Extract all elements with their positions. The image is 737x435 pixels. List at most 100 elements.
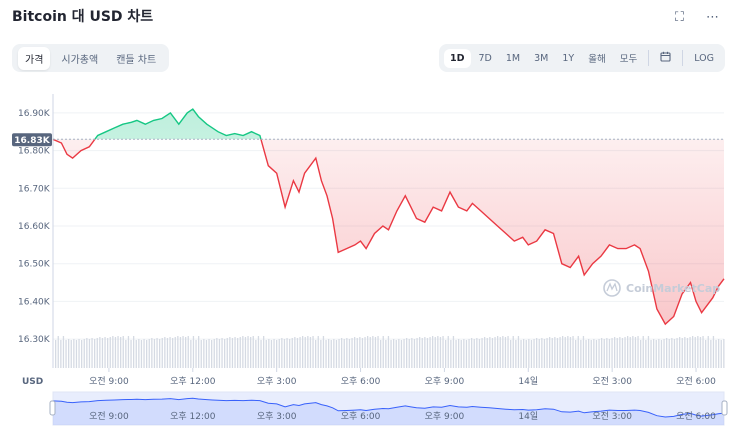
volume-bar <box>562 336 564 368</box>
volume-bar <box>530 340 533 368</box>
volume-bar <box>273 339 275 368</box>
tab-market-cap[interactable]: 시가총액 <box>61 54 99 66</box>
range-ytd[interactable]: 올해 <box>588 54 606 65</box>
volume-bar <box>75 340 78 368</box>
more-icon[interactable]: ⋯ <box>706 10 719 25</box>
volume-bar <box>156 338 158 368</box>
volume-bar <box>554 337 556 368</box>
volume-bar <box>88 339 91 368</box>
volume-bar <box>551 338 553 368</box>
volume-bar <box>211 340 213 368</box>
range-3m[interactable]: 3M <box>534 52 549 64</box>
volume-bar <box>606 338 608 368</box>
volume-bar <box>343 339 345 368</box>
volume-bar <box>151 338 153 368</box>
volume-bar <box>361 338 364 368</box>
volume-bar <box>515 340 517 368</box>
volume-bar <box>187 336 189 368</box>
volume-bar <box>481 338 483 368</box>
volume-bar <box>489 337 491 368</box>
volume-bar <box>406 338 408 368</box>
volume-bar <box>117 336 119 368</box>
volume-bar <box>463 339 465 368</box>
y-tick-label: 16.40K <box>18 297 51 307</box>
volume-bar <box>507 336 509 368</box>
volume-bar <box>647 336 650 368</box>
navigator-tick-label: 오후 6:00 <box>341 411 381 422</box>
x-tick-label: 오후 9:00 <box>425 376 465 387</box>
volume-bar <box>364 337 366 368</box>
volume-bar <box>421 338 423 368</box>
range-1d[interactable]: 1D <box>444 48 471 68</box>
volume-bar <box>718 339 720 368</box>
volume-bar <box>247 336 249 368</box>
navigator-line <box>52 397 725 418</box>
volume-bar <box>86 338 88 368</box>
calendar-icon[interactable] <box>654 47 677 69</box>
range-7d[interactable]: 7D <box>478 52 492 64</box>
top-toolbar: ⛶ ⋯ <box>675 10 719 25</box>
volume-bar <box>528 339 530 368</box>
volume-bar <box>616 338 618 368</box>
volume-bar <box>127 336 130 368</box>
volume-bar <box>387 336 390 368</box>
log-toggle[interactable]: LOG <box>694 52 714 64</box>
volume-bar <box>707 336 709 368</box>
volume-bar <box>96 338 98 368</box>
volume-bar <box>68 339 70 368</box>
volume-bar <box>143 339 145 368</box>
volume-bar <box>351 338 353 368</box>
volume-bar <box>447 336 449 368</box>
range-1y[interactable]: 1Y <box>562 52 575 64</box>
volume-bar <box>372 336 374 368</box>
x-tick-label: 14일 <box>518 376 538 387</box>
divider <box>682 50 684 66</box>
volume-bar <box>520 340 522 368</box>
tab-price[interactable]: 가격 <box>18 46 51 70</box>
volume-bar <box>619 337 621 368</box>
volume-bar <box>114 337 117 368</box>
volume-bar <box>705 340 707 368</box>
volume-bar <box>369 337 371 368</box>
volume-bar <box>624 337 626 368</box>
volume-bar <box>200 340 202 368</box>
volume-bar <box>356 338 358 368</box>
volume-bar <box>354 337 356 368</box>
volume-bar <box>380 340 382 368</box>
range-navigator: 오전 9:00 오후 12:00 오후 3:00 오후 6:00 오후 9:00 14일 오… <box>49 391 728 426</box>
volume-bar <box>673 339 676 368</box>
volume-bar <box>660 340 663 368</box>
volume-bar <box>73 339 75 368</box>
volume-bar <box>593 339 595 368</box>
x-tick-label: 오전 9:00 <box>89 376 129 387</box>
volume-bar <box>629 337 631 368</box>
volume-bar <box>504 337 507 368</box>
volume-bar <box>634 337 637 368</box>
volume-bar <box>296 338 299 368</box>
range-all[interactable]: 모두 <box>619 54 638 65</box>
volume-bar <box>491 338 494 368</box>
volume-bar <box>185 337 187 368</box>
volume-bar <box>426 338 429 368</box>
volume-bar <box>239 337 241 368</box>
volume-bar <box>676 338 678 368</box>
volume-bar <box>486 338 488 368</box>
navigator-tick-label: 오후 12:00 <box>170 411 216 422</box>
volume-bar <box>468 339 470 368</box>
volume-bar <box>250 337 252 368</box>
volume-bar <box>252 336 254 368</box>
volume-bar <box>359 337 361 368</box>
volume-bar <box>642 336 644 368</box>
tab-candle[interactable]: 캔들 차트 <box>116 54 157 66</box>
range-1m[interactable]: 1M <box>505 52 521 64</box>
volume-bar <box>413 339 416 368</box>
price-areas <box>53 109 724 325</box>
x-tick-label: 오후 6:00 <box>341 376 381 387</box>
volume-bar <box>663 339 665 368</box>
fullscreen-icon[interactable]: ⛶ <box>674 10 684 25</box>
volume-bar <box>715 340 717 368</box>
volume-bar <box>585 340 587 368</box>
volume-bar <box>317 336 319 368</box>
volume-bar <box>458 339 460 368</box>
